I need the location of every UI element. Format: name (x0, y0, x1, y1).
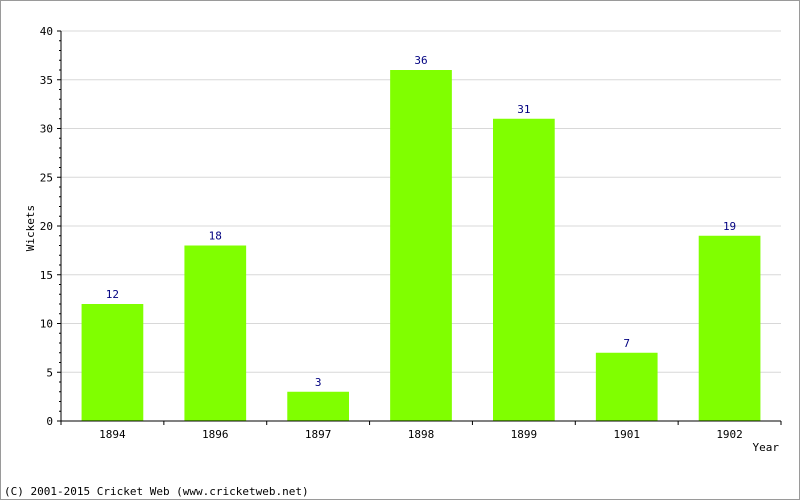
bar-1896 (184, 245, 247, 421)
data-label-1901: 7 (623, 337, 630, 350)
x-tick-label-1898: 1898 (408, 428, 435, 441)
bar-1898 (390, 70, 452, 421)
y-tick-label: 35 (40, 74, 53, 87)
y-tick-label: 20 (40, 220, 53, 233)
bar-1901 (595, 352, 658, 421)
x-tick-label-1894: 1894 (99, 428, 126, 441)
x-tick-label-1899: 1899 (511, 428, 538, 441)
x-tick-label-1901: 1901 (613, 428, 640, 441)
x-tick-label-1896: 1896 (202, 428, 229, 441)
data-label-1902: 19 (723, 220, 736, 233)
y-tick-label: 15 (40, 269, 53, 282)
y-tick-label: 25 (40, 171, 53, 184)
bar-1899 (493, 118, 555, 421)
labels: 0 5 10 15 20 25 30 35 40 12 1894 18 1896 3 1897 36 1898 3… (40, 25, 743, 441)
y-tick-label: 10 (40, 318, 53, 331)
data-label-1896: 18 (209, 230, 222, 243)
x-tick-label-1902: 1902 (716, 428, 743, 441)
y-tick-label: 0 (46, 415, 53, 428)
bar-1897 (287, 391, 349, 421)
y-tick-label: 30 (40, 123, 53, 136)
data-label-1898: 36 (414, 54, 427, 67)
copyright-footer: (C) 2001-2015 Cricket Web (www.cricketwe… (4, 485, 309, 498)
data-label-1894: 12 (106, 288, 119, 301)
axes (57, 30, 782, 425)
bar-1902 (698, 235, 761, 421)
data-label-1897: 3 (315, 376, 322, 389)
x-axis-title: Year (753, 441, 780, 454)
y-axis-title: Wickets (24, 205, 37, 251)
x-tick-label-1897: 1897 (305, 428, 332, 441)
bar-1894 (81, 304, 144, 421)
data-label-1899: 31 (517, 103, 530, 116)
bars (81, 70, 761, 421)
y-tick-label: 5 (46, 366, 53, 379)
y-tick-label: 40 (40, 25, 53, 38)
